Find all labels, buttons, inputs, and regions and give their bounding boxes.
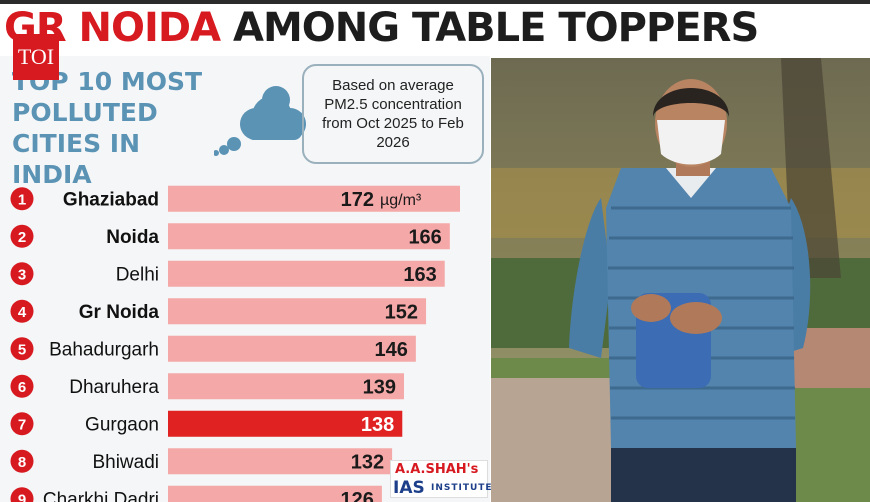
rank-label: 6 <box>18 379 26 396</box>
category-label: Gr Noida <box>79 302 160 323</box>
rank-label: 3 <box>18 266 26 283</box>
rank-badge <box>10 487 34 502</box>
top-rule <box>0 0 870 4</box>
rank-label: 2 <box>18 229 26 246</box>
chart-subtitle: TOP 10 MOST POLLUTED CITIES IN INDIA <box>12 67 203 189</box>
bar <box>168 298 427 325</box>
watermark-line1: A.A.SHAH's <box>395 462 479 477</box>
value-label: 139 <box>363 376 396 398</box>
rank-label: 5 <box>18 341 26 358</box>
rank-badge <box>10 412 34 436</box>
rank-label: 9 <box>18 491 26 502</box>
watermark-line3: INSTITUTE <box>431 483 493 493</box>
value-label: 163 <box>403 264 436 286</box>
headline-part2: AMONG TABLE TOPPERS <box>233 5 759 51</box>
rank-label: 1 <box>18 191 26 208</box>
rank-badge <box>10 449 34 473</box>
bar <box>168 223 450 250</box>
watermark-line2: IAS <box>393 478 425 498</box>
rank-badge <box>10 187 34 211</box>
category-label: Charkhi Dadri <box>43 489 159 502</box>
category-label: Bhiwadi <box>92 452 159 473</box>
category-label: Ghaziabad <box>63 189 159 210</box>
rank-label: 8 <box>18 454 26 471</box>
category-label: Gurgaon <box>85 414 159 435</box>
rank-label: 7 <box>18 416 26 433</box>
methodology-note: Based on average PM2.5 concentration fro… <box>302 64 484 164</box>
bar <box>168 485 382 502</box>
rank-badge <box>10 337 34 361</box>
smog-cloud-icon <box>214 86 306 156</box>
category-label: Noida <box>106 227 159 248</box>
toi-logo: TOI <box>13 34 59 80</box>
unit-label: µg/m³ <box>380 192 422 209</box>
bar <box>168 335 416 362</box>
category-label: Bahadurgarh <box>49 339 159 360</box>
rank-badge <box>10 374 34 398</box>
watermark-logo: A.A.SHAH's IAS INSTITUTE <box>390 460 492 498</box>
rank-label: 4 <box>18 304 27 321</box>
pollution-bar-chart: 1 Ghaziabad 172 µg/m³ 2 Noida 166 3 Delhi 163 4 Gr … <box>10 185 460 502</box>
rank-badge <box>10 299 34 323</box>
value-label: 146 <box>374 339 407 361</box>
category-label: Dharuhera <box>69 377 159 398</box>
bar <box>168 410 403 437</box>
bar <box>168 260 445 287</box>
photo-woman-mask <box>491 58 870 502</box>
value-label: 166 <box>408 226 441 248</box>
bar <box>168 185 460 212</box>
rank-badge <box>10 262 34 286</box>
bar <box>168 448 393 475</box>
category-label: Delhi <box>116 264 159 285</box>
value-label: 126 <box>341 489 374 502</box>
rank-badge <box>10 224 34 248</box>
value-label: 172 <box>341 189 374 211</box>
value-label: 138 <box>361 414 394 436</box>
value-label: 132 <box>351 451 384 473</box>
value-label: 152 <box>385 301 418 323</box>
bar <box>168 373 404 400</box>
